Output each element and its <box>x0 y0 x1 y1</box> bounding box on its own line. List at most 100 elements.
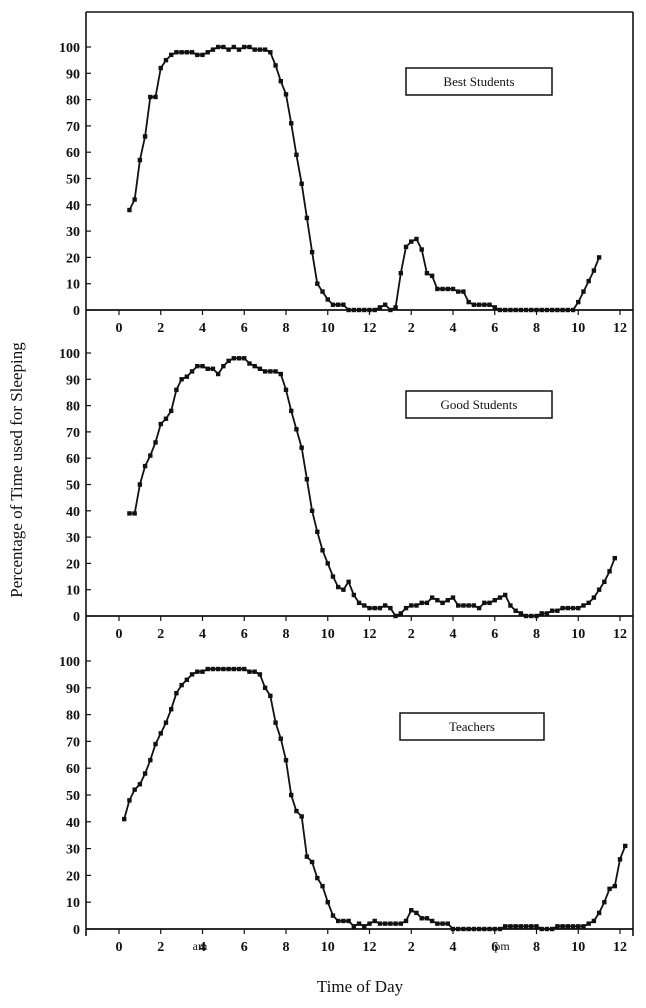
panel-3-y-tick-label: 40 <box>66 816 80 831</box>
panel-2-data-point <box>231 356 237 361</box>
panel-3-data-point <box>617 857 623 862</box>
panel-1-y-tick-label: 40 <box>66 199 80 214</box>
panel-1-y-tick-label: 0 <box>73 304 80 319</box>
panel-2-x-tick-label: 2 <box>408 627 415 642</box>
panel-2-data-point <box>268 369 273 374</box>
panel-2-data-point <box>236 356 242 361</box>
panel-2-data-point <box>247 361 252 366</box>
panel-3-data-point <box>335 918 341 924</box>
panel-3-data-point <box>268 693 273 699</box>
panel-3-data-point <box>419 916 424 921</box>
panel-1-data-point <box>424 270 430 276</box>
panel-2-data-point <box>163 416 169 421</box>
panel-1-data-point <box>518 307 524 313</box>
panel-3-data-point <box>195 669 200 674</box>
panel-3-data-point <box>570 924 576 929</box>
panel-3-data-point <box>591 918 597 924</box>
panel-3-data-point <box>456 926 461 932</box>
panel-1-data-point <box>534 307 539 313</box>
panel-3-data-point <box>236 666 242 672</box>
panel-3-data-point <box>377 921 383 926</box>
panel-3-y-tick-label: 80 <box>66 709 80 724</box>
panel-2-data-point <box>174 387 179 393</box>
panel-3-data-point <box>398 921 404 926</box>
panel-1-data-point <box>221 44 226 50</box>
panel-3-data-point <box>320 883 325 889</box>
panel-2-data-point <box>482 600 487 606</box>
panel-2-data-point <box>252 363 257 369</box>
panel-1-data-point <box>435 286 440 292</box>
panel-2-data-point <box>466 603 471 608</box>
panel-3-data-point <box>466 926 471 932</box>
panel-1-data-point <box>330 302 336 307</box>
panel-1-x-tick-label: 2 <box>157 321 164 336</box>
panel-2-x-tick-label: 10 <box>321 627 335 642</box>
panel-1-data-point <box>247 44 252 50</box>
panel-2-data-point <box>607 569 612 574</box>
panel-3-legend-box <box>399 712 545 741</box>
panel-1-x-tick-label: 10 <box>571 321 585 336</box>
panel-2-data-point <box>502 592 508 598</box>
panel-2-data-point <box>497 595 503 600</box>
panel-1-data-point <box>555 307 560 313</box>
panel-2-x-tick-label: 8 <box>533 627 540 642</box>
panel-2-x-tick-label: 4 <box>450 627 457 642</box>
panel-2-data-point <box>148 453 153 458</box>
panel-2-data-point <box>257 366 263 371</box>
panel-3-data-point <box>523 924 529 929</box>
panel-3-y-tick-label: 10 <box>66 896 80 911</box>
panel-2-data-point <box>189 369 195 374</box>
panel-1-data-point <box>179 50 184 55</box>
panel-3-data-point <box>252 669 257 674</box>
panel-1-data-point <box>236 47 242 52</box>
panel-2-data-point <box>476 605 482 611</box>
panel-1-data-point <box>497 307 503 313</box>
panel-2-x-tick-label: 0 <box>116 627 123 642</box>
panel-2-data-point <box>456 603 461 608</box>
panel-1-data-point <box>127 207 132 213</box>
panel-1-data-point <box>440 286 445 292</box>
panel-3-y-tick-label: 60 <box>66 762 80 777</box>
panel-3-data-point <box>565 924 571 929</box>
panel-3-data-point <box>210 666 216 672</box>
panel-3-legend-label: Teachers <box>449 719 495 734</box>
panel-1-data-point <box>419 247 424 252</box>
panel-1-data-point <box>309 249 315 255</box>
panel-3-data-point <box>189 672 195 677</box>
panel-2-x-tick-label: 8 <box>283 627 290 642</box>
panel-3-x-tick-label: 8 <box>533 940 540 955</box>
panel-3-data-point <box>414 910 419 916</box>
panel-2-x-tick-label: 10 <box>571 627 585 642</box>
panel-3-data-point <box>179 682 184 688</box>
panel-1-data-point <box>200 52 205 58</box>
panel-3-data-point <box>257 672 263 677</box>
panel-1-y-tick-label: 30 <box>66 225 80 240</box>
panel-3-y-tick-label: 50 <box>66 789 80 804</box>
panel-3-data-point <box>205 666 210 672</box>
panel-2-y-tick-label: 60 <box>66 452 80 467</box>
panel-2-data-point <box>612 555 617 561</box>
panel-1-data-point <box>565 307 571 313</box>
panel-3-data-point <box>278 736 283 741</box>
panel-2-data-point <box>534 613 539 619</box>
panel-3-y-tick-label: 90 <box>66 682 80 697</box>
panel-2-data-point <box>142 463 148 469</box>
panel-1-data-point <box>367 307 372 313</box>
panel-3-data-point <box>294 808 299 814</box>
panel-3-series-line <box>123 668 627 930</box>
panel-2-data-point <box>210 366 216 371</box>
panel-3-x-tick-label: 0 <box>116 940 123 955</box>
panel-2-data-point <box>351 592 357 598</box>
panel-1-data-point <box>205 50 210 55</box>
panel-3-data-point <box>445 921 450 926</box>
panel-3-data-point <box>471 926 477 932</box>
panel-2-data-point <box>393 613 398 619</box>
panel-3-data-point <box>461 926 466 932</box>
panel-3-data-point <box>482 926 487 932</box>
panel-2-data-point <box>294 427 299 432</box>
panel-3-data-point <box>382 921 388 926</box>
panel-3-data-point <box>440 921 445 926</box>
panel-1-data-point <box>523 307 529 313</box>
panel-3-data-point <box>231 666 237 672</box>
